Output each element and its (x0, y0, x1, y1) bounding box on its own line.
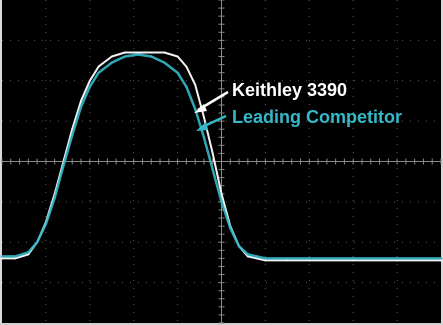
competitor-data-point (247, 253, 249, 256)
keithley-data-point (97, 65, 100, 68)
keithley-data-point (27, 253, 30, 256)
competitor-data-point (176, 71, 179, 74)
keithley-data-point (1, 257, 3, 260)
legend-arrowhead-keithley (194, 104, 207, 113)
competitor-data-point (62, 164, 65, 167)
competitor-data-point (71, 134, 73, 137)
competitor-data-point (80, 106, 82, 108)
competitor-data-point (45, 223, 47, 225)
legend-label-keithley: Keithley 3390 (232, 80, 347, 100)
keithley-data-point (211, 152, 214, 155)
keithley-data-point (185, 65, 188, 68)
keithley-data-point (137, 51, 139, 54)
keithley-data-point (111, 55, 113, 58)
competitor-data-point (14, 255, 16, 258)
legend-arrowhead-competitor (196, 122, 208, 131)
keithley-data-point (80, 100, 82, 102)
keithley-data-point (220, 193, 223, 195)
legend-label-competitor: Leading Competitor (232, 107, 402, 127)
keithley-data-point (124, 51, 126, 54)
keithley-data-point (194, 84, 196, 86)
competitor-data-point (440, 257, 442, 260)
keithley-data-point (255, 257, 258, 260)
competitor-data-point (36, 241, 38, 244)
competitor-data-point (211, 168, 214, 171)
traces (0, 51, 443, 262)
keithley-data-point (264, 259, 267, 262)
competitor-data-point (97, 71, 100, 74)
competitor-data-point (308, 257, 311, 260)
keithley-data-point (176, 55, 179, 58)
competitor-data-point (264, 257, 267, 260)
legend: Keithley 3390 Leading Competitor (194, 80, 402, 131)
competitor-data-point (238, 245, 240, 248)
keithley-data-point (71, 128, 73, 130)
keithley-data-point (247, 255, 249, 258)
competitor-data-point (220, 201, 223, 203)
keithley-data-point (396, 259, 398, 262)
competitor-data-point (255, 255, 258, 258)
keithley-data-point (89, 80, 91, 82)
competitor-data-point (203, 136, 205, 139)
keithley-data-point (308, 259, 311, 262)
competitor-data-point (137, 53, 139, 56)
keithley-data-point (440, 259, 442, 262)
keithley-data-point (352, 259, 355, 262)
competitor-data-point (229, 227, 232, 229)
competitor-data-point (53, 197, 56, 199)
competitor-data-point (27, 251, 30, 254)
keithley-data-point (150, 51, 153, 54)
competitor-data-point (286, 257, 289, 260)
competitor-data-point (89, 86, 91, 88)
competitor-data-point (124, 55, 126, 58)
competitor-data-point (194, 108, 196, 110)
keithley-data-point (286, 259, 289, 262)
keithley-data-point (163, 51, 166, 54)
competitor-data-point (150, 55, 153, 58)
competitor-data-point (396, 257, 398, 260)
competitor-data-point (185, 86, 188, 88)
keithley-data-point (203, 116, 205, 118)
competitor-data-point (163, 61, 166, 64)
keithley-data-point (14, 257, 16, 260)
competitor-data-point (352, 257, 355, 260)
competitor-data-point (111, 61, 113, 64)
competitor-data-point (1, 255, 3, 258)
trace-leading-competitor (0, 53, 443, 260)
